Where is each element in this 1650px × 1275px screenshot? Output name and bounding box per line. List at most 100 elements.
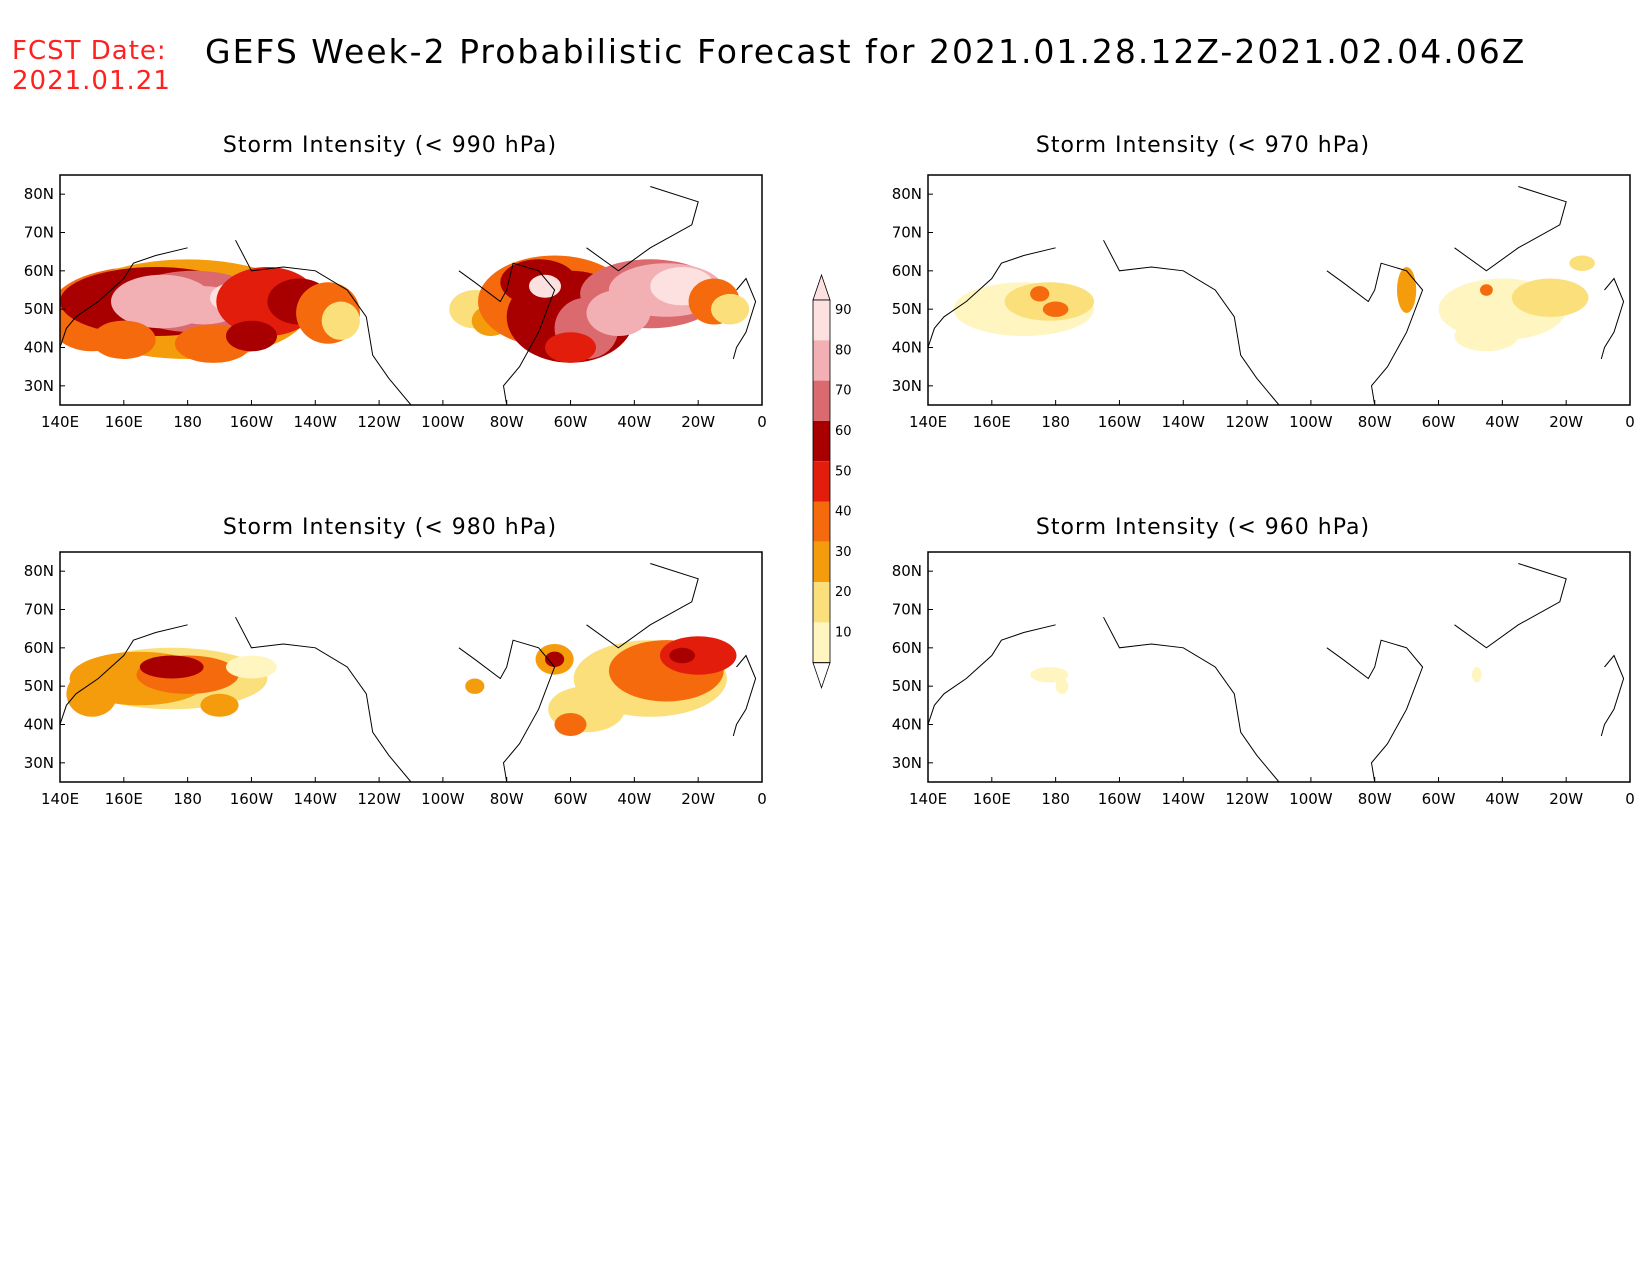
probability-shading [669, 647, 695, 664]
colorbar-swatch [813, 582, 830, 623]
lat-tick-label: 60N [24, 262, 54, 280]
probability-shading [1397, 267, 1417, 313]
map-panel-p960: 140E 160E 180 160W 140W 120W 100W 80W 60W 40W 20W 0… [892, 551, 1635, 808]
lon-tick-label: 0 [757, 413, 767, 431]
lat-tick-label: 80N [892, 185, 922, 203]
probability-shading [1030, 667, 1069, 683]
lon-tick-label: 140E [909, 790, 947, 808]
lon-tick-label: 160W [1098, 790, 1142, 808]
colorbar-label: 70 [835, 384, 852, 399]
panel-title-970: Storm Intensity (< 970 hPa) [1035, 133, 1371, 158]
lon-tick-label: 160W [230, 790, 274, 808]
lon-tick-label: 100W [1289, 790, 1333, 808]
lon-tick-label: 60W [554, 790, 588, 808]
probability-shading [659, 636, 737, 675]
page-title: GEFS Week-2 Probabilistic Forecast for 2… [205, 32, 1527, 71]
lon-tick-label: 80W [490, 413, 524, 431]
lat-tick-label: 50N [24, 677, 54, 695]
map-panel-p970: 140E 160E 180 160W 140W 120W 100W 80W 60W 40W 20W 0… [892, 174, 1635, 431]
lon-tick-label: 160W [230, 413, 274, 431]
colorbar-label: 50 [835, 464, 852, 479]
lon-tick-label: 80W [490, 790, 524, 808]
probability-shading [139, 655, 204, 679]
lon-tick-label: 140W [1162, 790, 1206, 808]
lat-tick-label: 30N [24, 754, 54, 772]
lon-tick-label: 100W [421, 790, 465, 808]
probability-shading [1454, 320, 1519, 352]
lat-tick-label: 50N [892, 677, 922, 695]
lon-tick-label: 120W [1225, 413, 1269, 431]
lon-tick-label: 140E [909, 413, 947, 431]
probability-shading [66, 670, 118, 717]
lon-tick-label: 160W [1098, 413, 1142, 431]
lon-tick-label: 180 [1041, 790, 1070, 808]
lat-tick-label: 50N [892, 300, 922, 318]
lon-tick-label: 180 [1041, 413, 1070, 431]
probability-shading [91, 320, 156, 359]
lon-tick-label: 180 [173, 790, 202, 808]
panel-frame [927, 551, 1631, 783]
lon-tick-label: 100W [1289, 413, 1333, 431]
probability-shading [465, 678, 485, 694]
lon-tick-label: 100W [421, 413, 465, 431]
lon-tick-label: 160E [973, 413, 1011, 431]
lat-tick-label: 80N [24, 185, 54, 203]
lat-tick-label: 60N [892, 262, 922, 280]
colorbar-swatch [813, 300, 830, 341]
lat-tick-label: 40N [892, 716, 922, 734]
lon-tick-label: 160E [105, 790, 143, 808]
lon-tick-label: 0 [1625, 413, 1635, 431]
colorbar-label: 40 [835, 505, 852, 520]
colorbar-label: 60 [835, 424, 852, 439]
panel-title-980: Storm Intensity (< 980 hPa) [222, 515, 558, 540]
lon-tick-label: 20W [1549, 790, 1583, 808]
lon-tick-label: 0 [757, 790, 767, 808]
probability-shading [586, 290, 651, 336]
probability-shading [200, 693, 239, 717]
fcst-date-label: FCST Date: [12, 36, 167, 66]
forecast-date-block: FCST Date: 2021.01.21 [12, 36, 171, 96]
probability-shading [1480, 284, 1493, 296]
lon-tick-label: 160E [105, 413, 143, 431]
lon-tick-label: 160E [973, 790, 1011, 808]
lon-tick-label: 120W [1225, 790, 1269, 808]
probability-shading [321, 301, 360, 340]
map-panel-p980: 140E 160E 180 160W 140W 120W 100W 80W 60W 40W 20W 0… [24, 551, 767, 808]
lat-tick-label: 80N [892, 562, 922, 580]
panel-frame [927, 174, 1631, 406]
probability-shading [554, 713, 587, 736]
probability-shading [1472, 667, 1482, 683]
lon-tick-label: 80W [1358, 413, 1392, 431]
probability-shading [545, 651, 565, 667]
colorbar: 90 80 70 60 50 40 30 20 10 [812, 273, 852, 689]
colorbar-swatch [813, 622, 830, 663]
colorbar-label: 10 [835, 626, 852, 641]
lon-tick-label: 140E [41, 790, 79, 808]
lat-tick-label: 60N [24, 639, 54, 657]
lon-tick-label: 120W [357, 790, 401, 808]
colorbar-label: 30 [835, 545, 852, 560]
probability-shading [1004, 282, 1094, 321]
lat-tick-label: 40N [24, 339, 54, 357]
lat-tick-label: 30N [24, 377, 54, 395]
probability-shading [545, 332, 596, 363]
lon-tick-label: 120W [357, 413, 401, 431]
probability-shading [711, 293, 750, 325]
lat-tick-label: 70N [24, 601, 54, 619]
colorbar-swatch [813, 541, 830, 583]
colorbar-swatch [813, 340, 830, 381]
lat-tick-label: 50N [24, 300, 54, 318]
lon-tick-label: 80W [1358, 790, 1392, 808]
panel-title-960: Storm Intensity (< 960 hPa) [1035, 515, 1371, 540]
lat-tick-label: 60N [892, 639, 922, 657]
colorbar-swatch [813, 420, 830, 462]
lon-tick-label: 20W [1549, 413, 1583, 431]
colorbar-label: 20 [835, 585, 852, 600]
lat-tick-label: 70N [24, 224, 54, 242]
fcst-date-value: 2021.01.21 [12, 66, 171, 96]
panel-frame [59, 551, 763, 783]
lat-tick-label: 30N [892, 754, 922, 772]
lat-tick-label: 70N [892, 224, 922, 242]
probability-shading [1030, 286, 1050, 302]
lon-tick-label: 40W [617, 790, 651, 808]
